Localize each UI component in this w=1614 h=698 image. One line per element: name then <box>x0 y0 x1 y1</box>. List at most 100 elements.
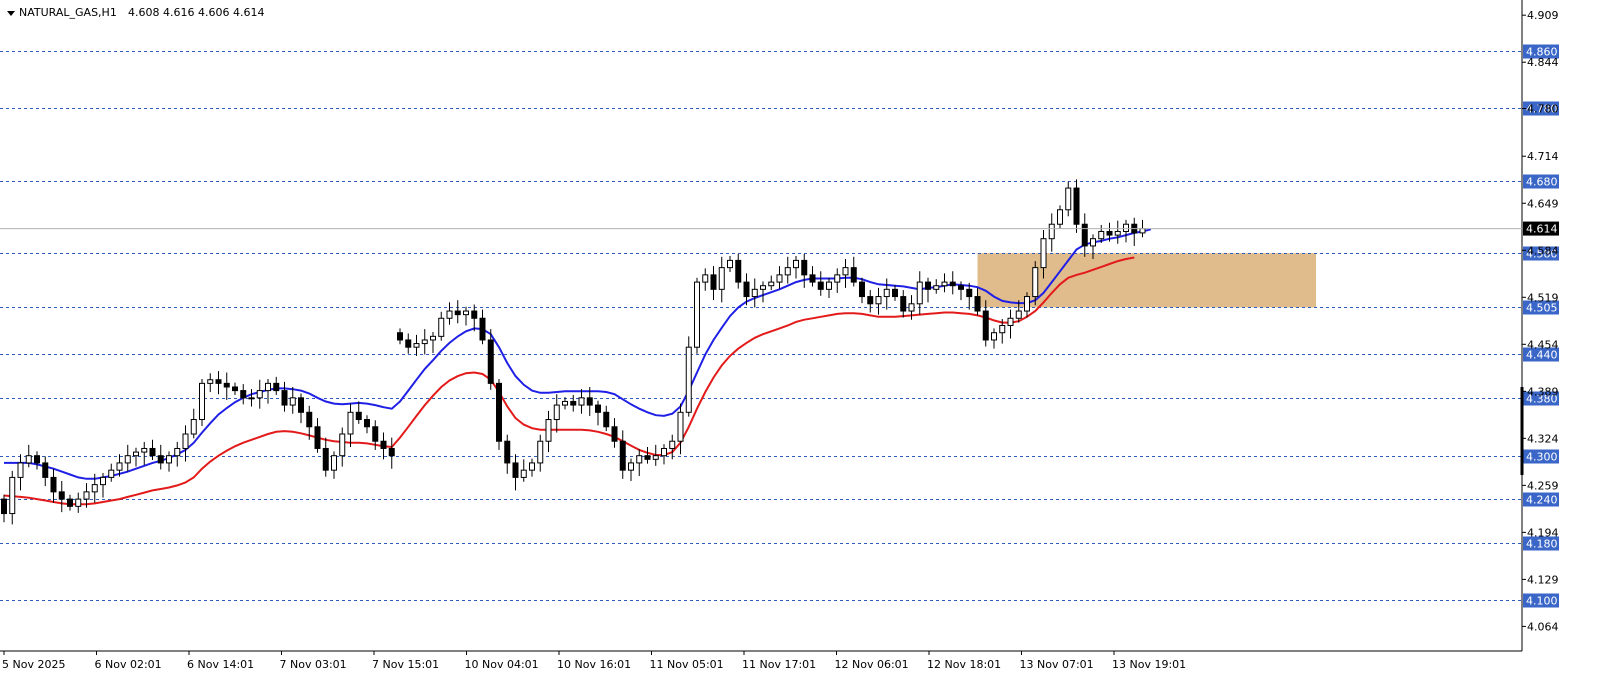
candle-body <box>685 346 692 413</box>
candle-body <box>471 310 478 319</box>
candle-body <box>916 281 923 305</box>
candle-body <box>100 476 106 486</box>
candle-body <box>331 455 337 471</box>
candle-body <box>289 397 296 406</box>
moving-average-fast <box>4 228 1152 480</box>
candle-body <box>504 440 511 464</box>
candle-body <box>595 404 601 413</box>
candle-body <box>537 440 544 464</box>
candle-body <box>446 310 453 319</box>
candle-body <box>133 451 139 457</box>
level-label-bg <box>1523 391 1559 406</box>
level-label: 4.240 <box>1526 494 1558 507</box>
y-tick-label: 4.389 <box>1527 385 1559 398</box>
candle-body <box>974 296 981 312</box>
candle-body <box>867 296 874 305</box>
candle-body <box>611 426 618 442</box>
level-label: 4.780 <box>1526 103 1558 116</box>
level-label-bg <box>1523 449 1559 464</box>
candle-body <box>50 476 57 493</box>
y-tick-label: 4.714 <box>1527 150 1559 163</box>
candle-body <box>421 339 428 345</box>
candle-body <box>364 419 370 428</box>
candle-body <box>941 281 948 287</box>
x-tick-label: 6 Nov 14:01 <box>187 658 254 671</box>
candle-body <box>273 382 280 392</box>
chart-ohlc: 4.608 4.616 4.606 4.614 <box>128 6 264 19</box>
candle-body <box>991 332 997 341</box>
candle-body <box>116 462 123 471</box>
candle-body <box>141 447 148 453</box>
candle-body <box>793 259 799 269</box>
candle-body <box>190 419 197 435</box>
candle-body <box>826 281 832 290</box>
candle-body <box>479 317 486 341</box>
candle-body <box>1090 238 1096 247</box>
candle-body <box>108 469 115 478</box>
candle-body <box>710 274 717 290</box>
candle-body <box>512 462 519 478</box>
candle-body <box>34 455 40 464</box>
candle-body <box>718 267 725 290</box>
candle-body <box>760 285 766 290</box>
candle-body <box>232 386 238 392</box>
candle-body <box>875 296 882 305</box>
candle-body <box>1098 230 1105 240</box>
candle-body <box>694 281 700 348</box>
candle-body <box>487 339 494 384</box>
candle-body <box>265 382 271 392</box>
y-tick-label: 4.519 <box>1527 291 1559 304</box>
candle-body <box>322 447 329 471</box>
chevron-down-icon[interactable] <box>7 11 15 16</box>
candle-body <box>570 400 577 406</box>
candle-body <box>1073 187 1080 225</box>
level-label: 4.300 <box>1526 451 1558 464</box>
x-tick-label: 12 Nov 18:01 <box>927 658 1001 671</box>
candle-body <box>751 288 758 298</box>
candle-body <box>223 382 230 388</box>
candle-body <box>743 281 750 298</box>
x-tick-label: 10 Nov 04:01 <box>465 658 539 671</box>
candle-body <box>347 411 354 435</box>
y-tick-label: 4.780 <box>1527 103 1559 116</box>
candle-body <box>124 455 131 464</box>
candle-body <box>454 310 461 316</box>
level-label-bg <box>1523 300 1559 315</box>
level-label: 4.505 <box>1526 302 1558 315</box>
x-tick-label: 11 Nov 17:01 <box>742 658 816 671</box>
candle-body <box>240 390 247 399</box>
moving-average-slow <box>3 256 1135 506</box>
candle-body <box>850 267 857 283</box>
candle-body <box>199 382 205 421</box>
y-tick-label: 4.909 <box>1527 9 1559 22</box>
level-label-bg <box>1523 347 1559 362</box>
candle-body <box>1015 310 1022 319</box>
candle-body <box>174 447 181 457</box>
candle-body <box>1032 267 1039 298</box>
level-label-bg <box>1523 246 1559 261</box>
candle-body <box>652 455 659 460</box>
candle-body <box>298 397 304 413</box>
y-tick-label: 4.064 <box>1527 620 1559 633</box>
level-label: 4.860 <box>1526 46 1558 59</box>
candle-body <box>520 469 527 478</box>
level-label: 4.580 <box>1526 248 1558 261</box>
candle-body <box>314 426 321 449</box>
y-tick-label: 4.194 <box>1527 526 1559 539</box>
candle-body <box>603 411 610 428</box>
candle-body <box>58 491 65 500</box>
candle-body <box>735 259 742 283</box>
y-tick-label: 4.649 <box>1527 197 1559 210</box>
candle-body <box>1007 317 1014 326</box>
candle-body <box>545 419 552 442</box>
y-tick-label: 4.454 <box>1527 338 1559 351</box>
candle-body <box>339 433 346 457</box>
candle-body <box>215 379 222 384</box>
candle-body <box>463 310 469 316</box>
candle-body <box>768 281 775 287</box>
candle-body <box>207 379 214 384</box>
candle-body <box>355 411 362 421</box>
x-tick-label: 5 Nov 2025 <box>2 658 65 671</box>
